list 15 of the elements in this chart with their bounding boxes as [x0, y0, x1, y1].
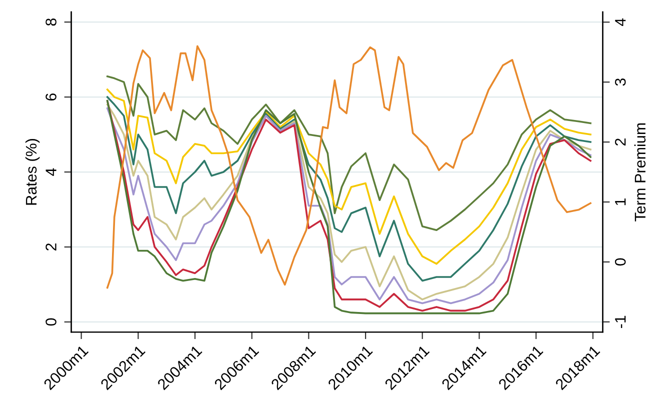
y-tick-label: 4: [46, 168, 56, 176]
y2-axis-title: Term Premium: [634, 123, 646, 222]
y2-tick-label: 2: [614, 138, 626, 146]
y-tick-label: 6: [46, 93, 56, 101]
y-axis-title: Rates (%): [25, 139, 40, 205]
y2-tick-label: 0: [614, 258, 626, 266]
y-tick-label: 2: [46, 244, 56, 250]
y2-tick-label: 4: [615, 18, 626, 26]
line-series: [106, 76, 592, 232]
y-tick-label: 0: [46, 318, 56, 326]
y-tick-label: 8: [46, 18, 56, 26]
y2-tick-label: -1: [615, 316, 626, 328]
y2-tick-label: 3: [614, 78, 626, 86]
line-series: [106, 45, 592, 289]
y2-tick-label: 1: [615, 198, 626, 206]
